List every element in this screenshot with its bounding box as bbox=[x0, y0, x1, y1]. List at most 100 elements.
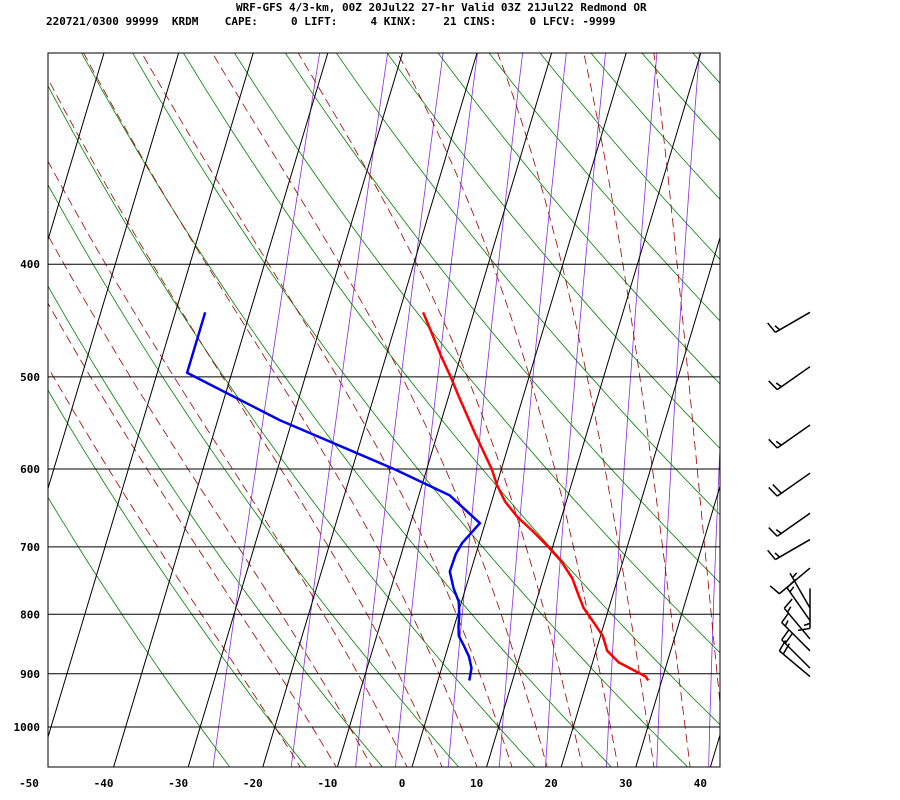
dry-adiabat bbox=[48, 85, 536, 767]
dry-adiabat bbox=[335, 53, 720, 516]
isotherm bbox=[48, 53, 254, 739]
barb-feather bbox=[774, 325, 781, 331]
dry-adiabat bbox=[742, 51, 900, 769]
barb-feather bbox=[769, 585, 780, 595]
y-tick-label: 800 bbox=[20, 608, 40, 621]
barb-staff bbox=[774, 538, 811, 561]
isotherm bbox=[113, 53, 329, 767]
y-tick-label: 700 bbox=[20, 541, 40, 554]
isotherm bbox=[187, 53, 403, 767]
x-tick-label: 20 bbox=[545, 777, 558, 790]
barb-feather bbox=[768, 438, 778, 449]
barb-feather bbox=[797, 627, 811, 632]
x-tick-label: -40 bbox=[94, 777, 114, 790]
wind-barb bbox=[768, 366, 811, 391]
barb-feather bbox=[781, 612, 790, 623]
mixing-ratio-line bbox=[290, 53, 389, 767]
wind-barb bbox=[768, 424, 811, 449]
barb-feather bbox=[783, 598, 793, 609]
y-tick-label: 600 bbox=[20, 463, 40, 476]
barb-staff bbox=[778, 650, 811, 678]
dry-adiabat bbox=[182, 53, 720, 726]
moist-adiabat bbox=[583, 53, 691, 767]
isotherm bbox=[262, 53, 478, 767]
barb-feather bbox=[772, 484, 782, 494]
mixing-ratio-line bbox=[605, 53, 658, 767]
moist-adiabat bbox=[48, 78, 443, 767]
wind-barb bbox=[767, 311, 811, 333]
barb-feather bbox=[782, 643, 791, 655]
dry-adiabat bbox=[386, 53, 720, 450]
x-tick-label: -20 bbox=[243, 777, 263, 790]
dry-adiabat bbox=[844, 51, 900, 769]
barb-staff bbox=[776, 366, 811, 391]
mixing-ratio-line bbox=[545, 53, 606, 767]
wind-barb bbox=[768, 512, 811, 537]
temperature-profile bbox=[421, 311, 650, 682]
isotherm bbox=[48, 53, 105, 242]
dry-adiabat bbox=[81, 53, 612, 767]
moist-adiabat bbox=[653, 53, 720, 708]
barb-feather bbox=[768, 380, 778, 391]
dry-adiabat bbox=[590, 53, 720, 200]
barb-feather bbox=[767, 322, 776, 333]
moist-adiabat bbox=[141, 53, 513, 767]
barb-feather bbox=[775, 382, 782, 388]
mixing-ratio-line bbox=[498, 53, 567, 767]
moist-adiabat bbox=[397, 53, 619, 767]
dewpoint-profile bbox=[185, 311, 482, 681]
dry-adiabat bbox=[48, 285, 383, 767]
isotherm bbox=[709, 733, 720, 767]
y-tick-label: 400 bbox=[20, 258, 40, 271]
mixing-ratio-line bbox=[355, 53, 444, 767]
axis-ticks: 400 500 600 700 800 900 1000 -50 -40 -30 -20 -10 0 10… bbox=[14, 258, 708, 790]
mixing-ratio-line bbox=[708, 439, 720, 767]
dry-adiabat bbox=[437, 53, 720, 385]
barb-staff bbox=[776, 512, 811, 537]
moist-adiabat bbox=[48, 160, 408, 767]
isotherm bbox=[411, 53, 627, 767]
x-tick-label: 0 bbox=[399, 777, 406, 790]
isotherm bbox=[784, 51, 900, 769]
wind-barb bbox=[778, 640, 811, 678]
mixing-ratio-line bbox=[447, 53, 524, 767]
barb-feather bbox=[778, 640, 787, 652]
background-lines bbox=[48, 51, 900, 769]
x-tick-label: 10 bbox=[470, 777, 483, 790]
barb-staff bbox=[786, 587, 811, 621]
barb-feather bbox=[767, 549, 776, 561]
dry-adiabat bbox=[793, 51, 900, 769]
wind-barb bbox=[781, 612, 811, 652]
barb-feather bbox=[784, 633, 793, 644]
barb-staff bbox=[781, 622, 811, 652]
barb-feather bbox=[781, 629, 790, 641]
mixing-ratio-line bbox=[212, 53, 321, 767]
x-tick-label: 30 bbox=[619, 777, 632, 790]
wind-barb bbox=[769, 567, 811, 595]
moist-adiabat bbox=[48, 302, 337, 767]
x-tick-label: -50 bbox=[19, 777, 39, 790]
barb-feather bbox=[768, 527, 778, 537]
dry-adiabat bbox=[132, 53, 689, 767]
moist-adiabat bbox=[211, 53, 548, 767]
isotherm bbox=[0, 51, 30, 769]
isotherm bbox=[336, 53, 553, 767]
station-indices-line: 220721/0300 99999 KRDM CAPE: 0 LIFT: 4 K… bbox=[46, 15, 616, 28]
y-tick-label: 1000 bbox=[14, 721, 41, 734]
x-tick-label: -30 bbox=[168, 777, 188, 790]
moist-adiabat bbox=[297, 53, 583, 767]
barb-feather bbox=[791, 572, 798, 579]
dry-adiabat bbox=[284, 53, 720, 584]
dry-adiabat bbox=[641, 53, 720, 142]
barb-feather bbox=[786, 606, 792, 613]
y-tick-label: 900 bbox=[20, 668, 40, 681]
moist-adiabat bbox=[48, 366, 301, 767]
plot-frame bbox=[47, 52, 721, 768]
dry-adiabat bbox=[233, 53, 720, 654]
barb-feather bbox=[768, 486, 778, 497]
wind-barb bbox=[786, 578, 811, 621]
barb-feather bbox=[786, 578, 797, 589]
isotherm bbox=[560, 235, 720, 767]
barb-staff bbox=[774, 311, 811, 333]
dry-adiabat bbox=[692, 53, 720, 84]
